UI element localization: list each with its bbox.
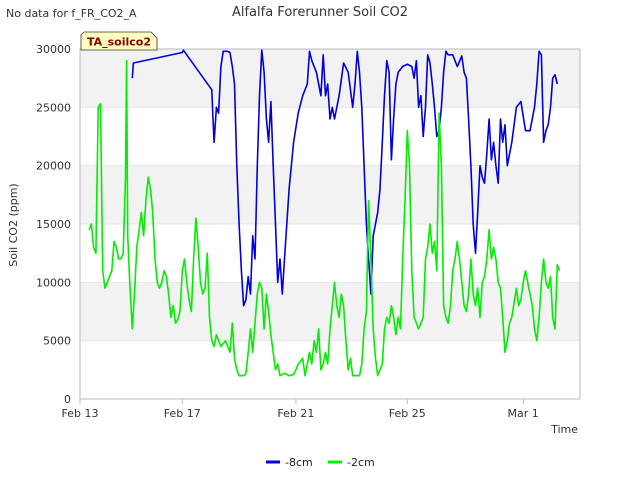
grid-band [80,49,580,108]
series-line-minus-2cm [88,59,561,377]
plot-background-bands [80,49,580,341]
badge-label: TA_soilco2 [87,36,151,49]
legend: -8cm -2cm [266,456,375,469]
y-tick-label: 20000 [36,160,71,173]
y-tick-label: 15000 [36,218,71,231]
x-axis-label: Time [550,423,578,436]
x-tick-label: Feb 13 [62,407,99,420]
legend-label: -8cm [285,456,313,469]
x-axis-ticks: Feb 13 Feb 17 Feb 21 Feb 25 Mar 1 [62,399,539,420]
x-tick-label: Feb 17 [164,407,201,420]
y-axis-ticks: 0 5000 10000 15000 20000 25000 30000 [36,43,71,406]
plot-area-border [79,48,581,400]
legend-label: -2cm [347,456,375,469]
ta-soilco2-badge[interactable]: TA_soilco2 [80,31,158,51]
series-line-minus-8cm [131,49,559,307]
y-tick-label: 5000 [43,335,71,348]
y-tick-label: 25000 [36,101,71,114]
y-tick-label: 10000 [36,276,71,289]
no-data-note: No data for f_FR_CO2_A [6,7,137,20]
grid-band [80,165,580,224]
x-tick-label: Mar 1 [508,407,539,420]
y-axis-label: Soil CO2 (ppm) [7,183,20,266]
series-lines [88,49,561,377]
badge-background [80,31,158,51]
y-tick-label: 30000 [36,43,71,56]
chart-title: Alfalfa Forerunner Soil CO2 [232,5,408,20]
x-tick-label: Feb 21 [277,407,314,420]
axes [79,48,581,400]
x-tick-label: Feb 25 [389,407,426,420]
y-tick-label: 0 [64,393,71,406]
